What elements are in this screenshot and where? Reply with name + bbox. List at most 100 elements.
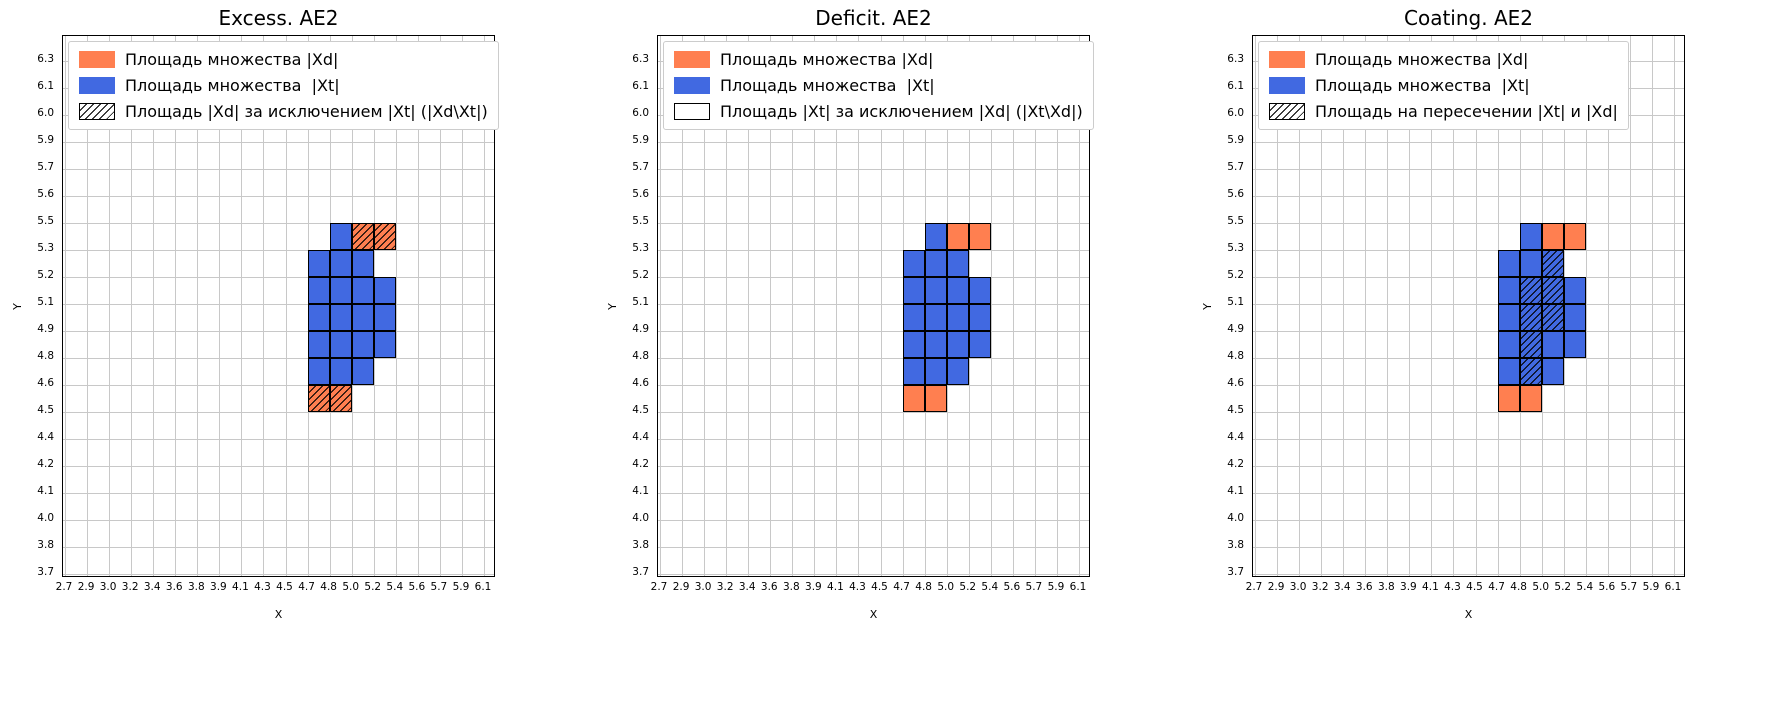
gridline-vertical [1321, 36, 1323, 576]
x-tick-label: 3.9 [1400, 581, 1417, 593]
legend-item: Площадь множества |Xt| [1269, 76, 1618, 95]
xt-cell [924, 331, 947, 358]
x-tick-label: 4.5 [276, 581, 293, 593]
xt-cell [1541, 358, 1564, 385]
y-tick-label: 4.4 [37, 431, 54, 443]
gridline-horizontal [1253, 385, 1684, 386]
xd-cell [946, 223, 969, 250]
gridline-horizontal [1253, 358, 1684, 359]
gridline-horizontal [1253, 439, 1684, 440]
y-tick-label: 4.2 [632, 458, 649, 470]
x-tick-label: 4.1 [1422, 581, 1439, 593]
y-tick-label: 4.0 [37, 512, 54, 524]
gridline-horizontal [63, 223, 494, 224]
xt-cell [902, 277, 925, 304]
y-tick-label: 3.7 [632, 566, 649, 578]
xt-cell [329, 250, 352, 277]
subplot-coating: Coating. AE2 Y X Площадь множества |Xd| П… [1190, 0, 1785, 709]
xd-cell [1541, 223, 1564, 250]
x-tick-label: 4.1 [232, 581, 249, 593]
x-axis-label: X [1464, 608, 1473, 621]
y-tick-label: 4.5 [37, 404, 54, 416]
gridline-horizontal [1253, 277, 1684, 278]
x-tick-label: 3.4 [143, 581, 161, 593]
gridline-horizontal [63, 547, 494, 548]
xt-cell [1497, 358, 1520, 385]
xt-cell [1519, 223, 1542, 250]
plot-title: Coating. AE2 [1404, 6, 1533, 30]
xd-cell [373, 223, 396, 250]
gridline-horizontal [658, 142, 1089, 143]
xd-cell [329, 385, 352, 412]
y-tick-label: 4.4 [1227, 431, 1244, 443]
xt-cell [902, 304, 925, 331]
legend: Площадь множества |Xd| Площадь множества … [68, 41, 499, 130]
y-tick-label: 5.7 [1227, 161, 1244, 173]
x-tick-label: 4.3 [849, 581, 866, 593]
x-tick-label: 6.1 [1664, 581, 1682, 593]
x-tick-label: 3.0 [99, 581, 117, 593]
gridline-vertical [1277, 36, 1279, 576]
y-tick-label: 5.7 [37, 161, 54, 173]
gridline-vertical [1475, 36, 1477, 576]
gridline-horizontal [1253, 250, 1684, 251]
x-tick-label: 4.8 [1510, 581, 1527, 593]
gridline-vertical [1431, 36, 1433, 576]
x-tick-label: 2.9 [672, 581, 690, 593]
x-tick-label: 3.4 [738, 581, 756, 593]
legend-label: Площадь |Xt| за исключением |Xd| (|Xt\Xd… [720, 102, 1083, 121]
y-tick-label: 3.8 [37, 539, 54, 551]
y-tick-label: 6.0 [37, 107, 54, 119]
xt-cell [946, 358, 969, 385]
legend-swatch-xt [79, 77, 115, 94]
intersection-hatch-cell [1519, 304, 1542, 331]
x-tick-label: 5.9 [1642, 581, 1660, 593]
gridline-horizontal [63, 277, 494, 278]
legend-label: Площадь множества |Xd| [1315, 50, 1529, 69]
x-tick-label: 5.4 [386, 581, 404, 593]
gridline-vertical [726, 36, 728, 576]
x-tick-label: 3.4 [1333, 581, 1351, 593]
xt-cell [373, 277, 396, 304]
gridline-vertical [131, 36, 133, 576]
legend-item: Площадь множества |Xd| [1269, 50, 1618, 69]
gridline-horizontal [1253, 412, 1684, 413]
legend-swatch-xd [79, 51, 115, 68]
x-tick-label: 5.7 [430, 581, 448, 593]
xt-cell [307, 304, 330, 331]
gridline-vertical [1365, 36, 1367, 576]
x-axis-label: X [869, 608, 878, 621]
y-tick-label: 5.5 [632, 215, 649, 227]
legend-item: Площадь множества |Xt| [79, 76, 488, 95]
gridline-vertical [87, 36, 89, 576]
y-tick-label: 4.6 [1227, 377, 1244, 389]
xd-cell [968, 223, 991, 250]
x-tick-label: 5.2 [1554, 581, 1572, 593]
gridline-horizontal [658, 169, 1089, 170]
xt-cell [373, 331, 396, 358]
xt-cell [968, 277, 991, 304]
xd-cell [351, 223, 374, 250]
x-tick-label: 4.1 [827, 581, 844, 593]
x-tick-label: 6.1 [1069, 581, 1087, 593]
plot-area: Площадь множества |Xd| Площадь множества … [657, 35, 1094, 577]
gridline-horizontal [1253, 169, 1684, 170]
x-tick-label: 5.6 [1598, 581, 1616, 593]
xd-cell [1563, 223, 1586, 250]
xt-cell [924, 358, 947, 385]
legend-swatch-xd [1269, 51, 1305, 68]
legend-item: Площадь |Xt| за исключением |Xd| (|Xt\Xd… [674, 102, 1083, 121]
xt-cell [307, 331, 330, 358]
plot-title: Excess. AE2 [218, 6, 339, 30]
xt-cell [1563, 304, 1586, 331]
gridline-horizontal [63, 358, 494, 359]
xt-cell [307, 358, 330, 385]
gridline-horizontal [658, 196, 1089, 197]
gridline-vertical [197, 36, 199, 576]
legend-swatch-xt [674, 77, 710, 94]
gridline-horizontal [1253, 331, 1684, 332]
legend-label: Площадь множества |Xt| [125, 76, 340, 95]
y-tick-label: 5.6 [1227, 188, 1244, 200]
y-tick-label: 4.6 [632, 377, 649, 389]
legend-label: Площадь множества |Xt| [720, 76, 935, 95]
